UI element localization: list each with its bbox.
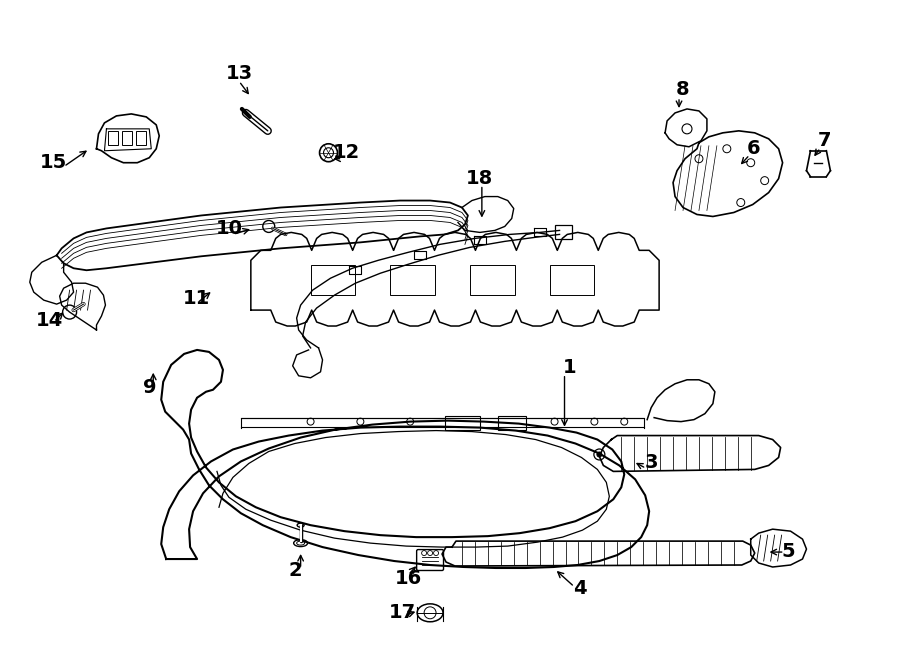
- Text: 8: 8: [676, 79, 689, 98]
- Text: 13: 13: [225, 63, 253, 83]
- Text: 10: 10: [215, 219, 242, 238]
- Bar: [554, 225, 572, 239]
- Bar: [310, 265, 356, 295]
- Text: 5: 5: [782, 541, 796, 561]
- Ellipse shape: [293, 539, 308, 547]
- Ellipse shape: [417, 604, 443, 622]
- Text: 17: 17: [389, 603, 416, 622]
- Text: 2: 2: [289, 561, 302, 580]
- Text: 3: 3: [644, 453, 658, 472]
- Text: 12: 12: [333, 143, 360, 162]
- Text: 4: 4: [572, 580, 586, 598]
- Bar: [445, 416, 480, 430]
- Ellipse shape: [297, 541, 304, 545]
- Bar: [108, 131, 119, 145]
- Text: 9: 9: [142, 378, 156, 397]
- Bar: [391, 265, 435, 295]
- Text: 14: 14: [36, 311, 63, 330]
- Bar: [550, 265, 594, 295]
- Bar: [136, 131, 147, 145]
- Text: 7: 7: [818, 132, 832, 150]
- Text: 16: 16: [394, 570, 422, 588]
- Bar: [498, 416, 526, 430]
- Text: 15: 15: [40, 153, 68, 173]
- Circle shape: [597, 452, 602, 457]
- FancyBboxPatch shape: [417, 549, 444, 570]
- Ellipse shape: [297, 524, 304, 527]
- Text: 6: 6: [747, 139, 760, 158]
- Bar: [122, 131, 132, 145]
- Bar: [470, 265, 515, 295]
- Text: 18: 18: [466, 169, 493, 188]
- Text: 11: 11: [183, 289, 210, 307]
- Text: 1: 1: [562, 358, 576, 377]
